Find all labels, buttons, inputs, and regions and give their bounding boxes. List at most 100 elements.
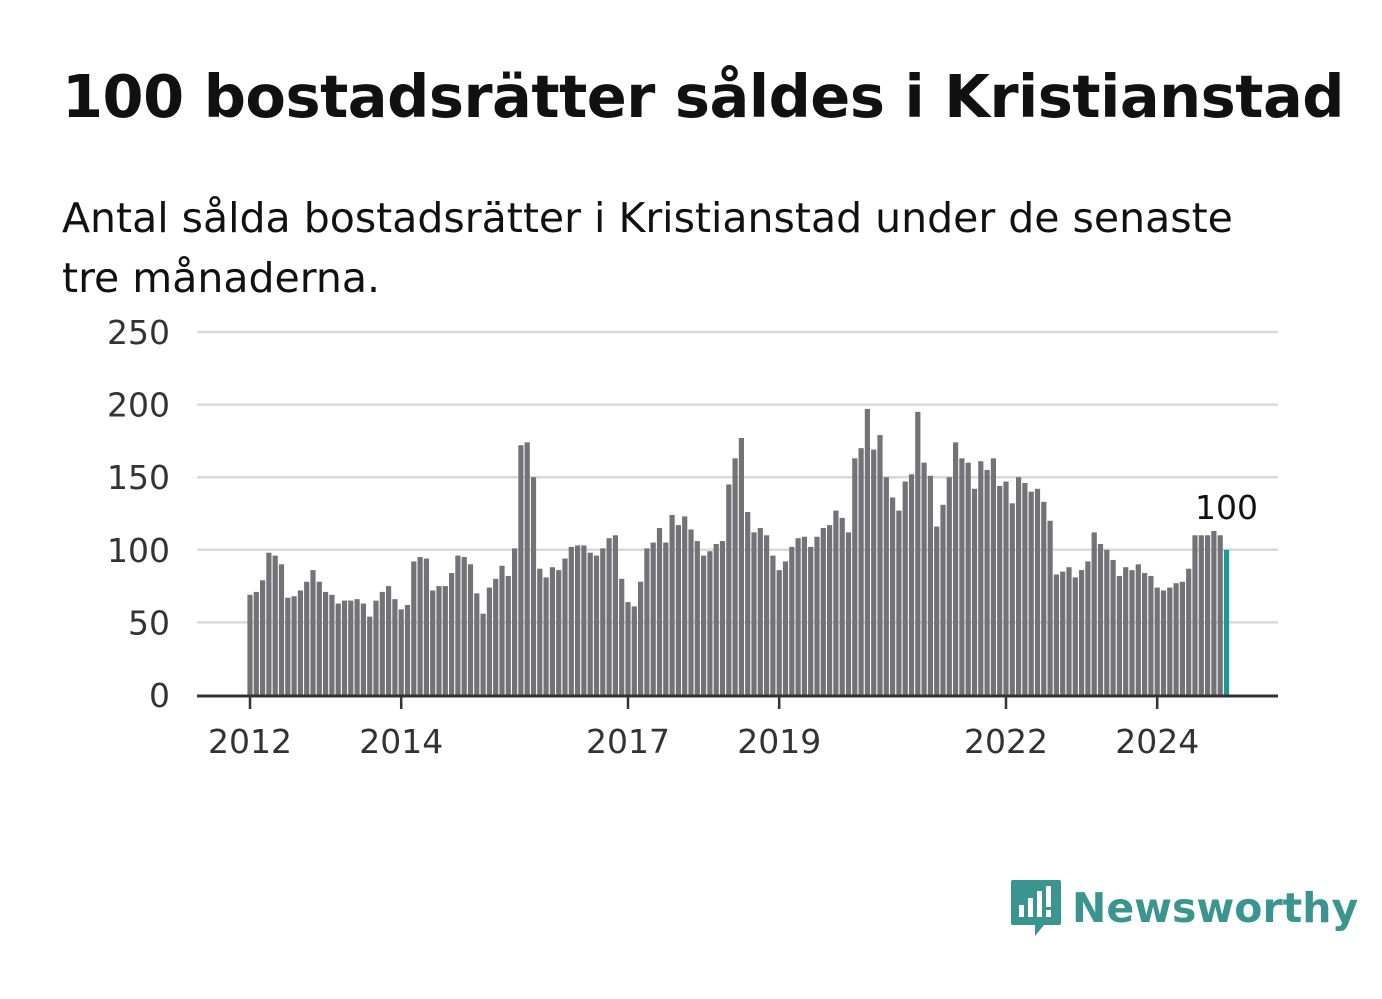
y-tick-label: 250 bbox=[107, 313, 170, 352]
bar bbox=[1148, 575, 1154, 695]
bar bbox=[719, 541, 726, 695]
bar bbox=[902, 481, 908, 695]
bar bbox=[518, 445, 524, 695]
bar bbox=[801, 536, 807, 695]
bar bbox=[927, 475, 933, 695]
bar bbox=[1123, 567, 1129, 695]
bar bbox=[776, 570, 782, 695]
bar bbox=[354, 599, 360, 695]
latest-value-label: 100 bbox=[1195, 488, 1258, 527]
bar bbox=[934, 526, 940, 695]
bar bbox=[430, 590, 436, 695]
bar bbox=[978, 461, 984, 695]
bar bbox=[581, 545, 587, 695]
bar bbox=[423, 558, 429, 695]
bar bbox=[751, 532, 757, 695]
bar bbox=[1034, 488, 1041, 695]
bar bbox=[1009, 503, 1015, 695]
bar bbox=[820, 528, 826, 695]
bar bbox=[392, 599, 398, 695]
bar bbox=[442, 586, 448, 695]
bar bbox=[713, 543, 719, 695]
bar bbox=[663, 542, 669, 695]
bar bbox=[1053, 574, 1059, 695]
bar bbox=[896, 510, 902, 695]
bar bbox=[278, 564, 285, 695]
bar bbox=[808, 546, 814, 695]
bar bbox=[845, 532, 852, 695]
x-tick-label: 2019 bbox=[737, 722, 821, 761]
x-tick-label: 2024 bbox=[1115, 722, 1199, 761]
bar bbox=[417, 557, 423, 695]
bar bbox=[1205, 535, 1211, 695]
bar bbox=[587, 552, 593, 695]
bar bbox=[612, 535, 618, 695]
bar bbox=[883, 477, 889, 695]
bar bbox=[606, 538, 612, 695]
bar bbox=[297, 590, 303, 695]
bar bbox=[1016, 477, 1022, 695]
bar bbox=[272, 555, 278, 695]
bar-latest bbox=[1223, 549, 1230, 695]
bar bbox=[247, 594, 253, 695]
x-tick-label: 2022 bbox=[964, 722, 1048, 761]
bar bbox=[411, 561, 417, 695]
bar bbox=[556, 570, 562, 695]
bar bbox=[341, 600, 348, 695]
bar bbox=[386, 586, 392, 695]
bar bbox=[701, 555, 707, 695]
bar bbox=[486, 587, 492, 695]
bar bbox=[738, 437, 744, 695]
bar bbox=[1060, 571, 1066, 695]
bar bbox=[379, 591, 385, 695]
bar bbox=[537, 568, 543, 695]
bar bbox=[593, 555, 600, 695]
bar bbox=[858, 448, 864, 695]
bar bbox=[694, 541, 700, 695]
bar bbox=[990, 458, 996, 695]
bar bbox=[436, 586, 442, 695]
bar bbox=[650, 542, 656, 695]
bar bbox=[631, 606, 637, 695]
bar bbox=[568, 546, 574, 695]
bar bbox=[512, 548, 518, 695]
bar bbox=[908, 474, 915, 695]
bar bbox=[549, 567, 555, 695]
bar bbox=[921, 462, 927, 695]
bar bbox=[1116, 575, 1122, 695]
chart-subtitle: Antal sålda bostadsrätter i Kristianstad… bbox=[62, 194, 1233, 302]
bar bbox=[575, 545, 581, 695]
bar bbox=[732, 458, 738, 695]
bar bbox=[505, 575, 511, 695]
chart-title: 100 bostadsrätter såldes i Kristianstad bbox=[62, 62, 1345, 131]
bar bbox=[877, 435, 883, 695]
bar bbox=[1085, 561, 1091, 695]
bar bbox=[291, 596, 297, 695]
bar bbox=[1154, 587, 1160, 695]
bar bbox=[455, 555, 461, 695]
bar bbox=[852, 458, 858, 695]
bar bbox=[789, 546, 795, 695]
bar bbox=[1091, 532, 1097, 695]
bar bbox=[266, 552, 272, 695]
bar bbox=[707, 551, 713, 695]
bar bbox=[745, 512, 751, 695]
bar bbox=[669, 514, 675, 695]
bar bbox=[953, 442, 959, 695]
bar bbox=[726, 484, 732, 695]
y-tick-label: 0 bbox=[149, 676, 170, 715]
bar bbox=[688, 529, 694, 695]
bar bbox=[1110, 559, 1116, 695]
x-tick-label: 2017 bbox=[586, 722, 670, 761]
bar bbox=[323, 591, 329, 695]
bar bbox=[1211, 530, 1217, 695]
bar bbox=[1041, 501, 1047, 695]
bar bbox=[1142, 573, 1148, 695]
newsworthy-logo[interactable]: Newsworthy bbox=[1010, 878, 1358, 938]
bar bbox=[1192, 535, 1198, 695]
y-tick-label: 50 bbox=[128, 603, 170, 642]
bar bbox=[795, 538, 801, 695]
x-tick-label: 2014 bbox=[359, 722, 443, 761]
bar bbox=[461, 557, 467, 695]
bar bbox=[360, 603, 366, 695]
